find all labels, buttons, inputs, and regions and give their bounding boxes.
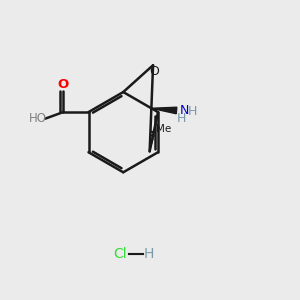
Text: H: H [188,105,197,118]
Text: O: O [150,64,160,78]
Text: N: N [179,104,189,117]
Polygon shape [152,107,177,114]
Text: O: O [58,78,69,91]
Text: H: H [176,112,186,125]
Text: Cl: Cl [113,247,127,261]
Text: H: H [143,247,154,261]
Text: HO: HO [29,112,47,125]
Text: Me: Me [156,124,172,134]
